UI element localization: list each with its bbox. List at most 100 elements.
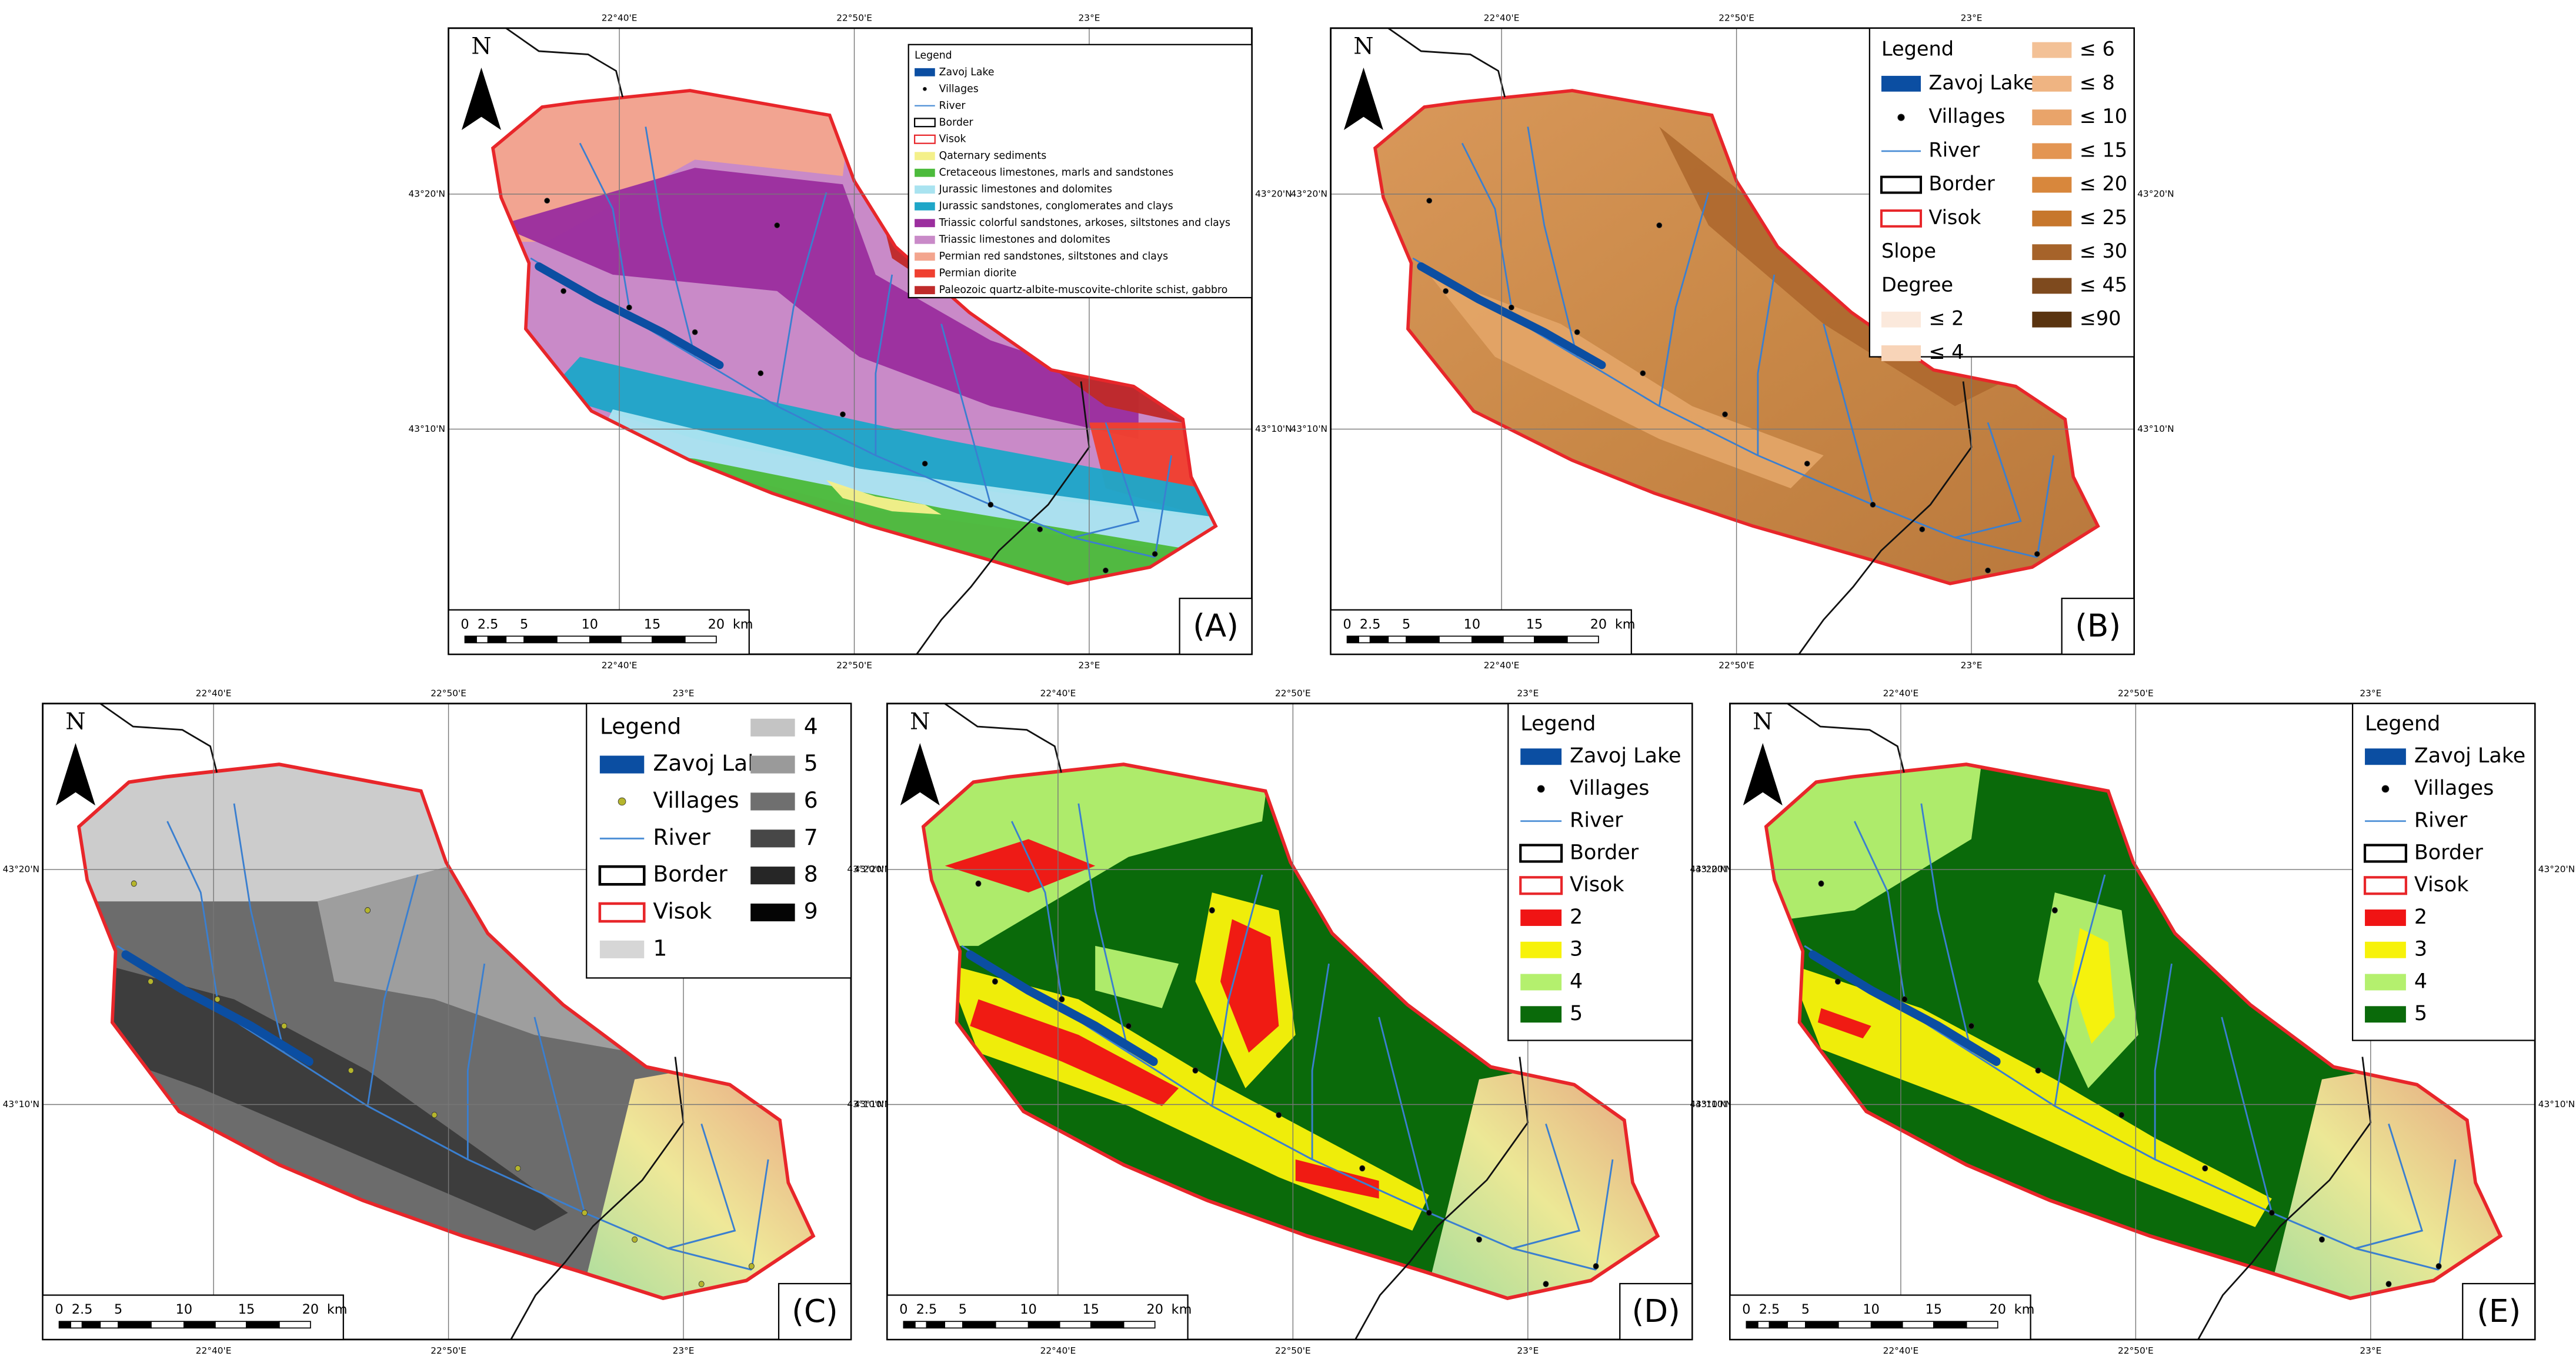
basin-group — [77, 762, 816, 1300]
lon-label: 23°E — [1079, 13, 1100, 24]
lon-label: 23°E — [673, 1345, 695, 1356]
river — [1311, 963, 1330, 1160]
legend-swatch — [1880, 209, 1923, 228]
map-zone — [547, 357, 1216, 521]
scale-segment — [215, 1321, 247, 1329]
village — [2318, 1236, 2325, 1243]
legend-swatch — [915, 235, 935, 244]
legend-swatch — [915, 68, 935, 76]
scale-label: 0 — [1343, 617, 1351, 632]
lon-label: 22°50'E — [2118, 688, 2154, 699]
river — [1595, 1159, 1614, 1270]
scale-box — [1729, 1294, 2031, 1341]
village — [431, 1111, 438, 1118]
legend-label: Border — [653, 861, 728, 887]
scale-box — [1330, 609, 1632, 655]
river — [1378, 1017, 1430, 1214]
legend-title: Legend — [915, 49, 952, 61]
legend-label: River — [653, 824, 710, 850]
village — [365, 907, 371, 914]
legend-label: ≤ 20 — [2080, 172, 2127, 195]
legend-label: 5 — [2414, 1002, 2427, 1025]
scale-label: 15 — [644, 617, 660, 632]
legend-swatch — [1881, 311, 1921, 328]
legend-swatch — [1520, 941, 1562, 958]
river — [1954, 422, 2022, 539]
legend-swatch — [1881, 345, 1921, 361]
scale-segment — [1534, 635, 1568, 644]
scale-label: 0 — [461, 617, 469, 632]
lon-label: 23°E — [2360, 688, 2381, 699]
legend-swatch — [915, 185, 935, 194]
village — [1722, 411, 1728, 418]
scale-label: 20 — [708, 617, 725, 632]
village — [774, 222, 780, 228]
scale-label: 15 — [238, 1302, 255, 1317]
panel-label-box — [2061, 598, 2135, 655]
lon-label: 22°50'E — [1719, 13, 1754, 24]
scale-label: 15 — [1526, 617, 1543, 632]
legend-label: 4 — [804, 713, 818, 739]
scale-segment — [1123, 1321, 1156, 1329]
map-zone — [970, 999, 1179, 1107]
village — [1276, 1111, 1282, 1118]
legend-label: ≤ 8 — [2080, 71, 2115, 94]
legend-label: Villages — [653, 787, 739, 813]
legend-title: Legend — [600, 713, 682, 739]
panel-label: (A) — [1193, 608, 1239, 644]
north-label: N — [1353, 33, 1373, 59]
village — [582, 1210, 588, 1216]
legend-swatch — [2032, 176, 2072, 193]
map-zone — [596, 409, 1216, 558]
legend-label: River — [1928, 138, 1980, 161]
lon-label: 22°40'E — [1484, 660, 1520, 671]
legend-label: Villages — [1570, 777, 1649, 800]
map-zone — [1817, 1008, 1871, 1039]
scale-segment — [1901, 1321, 1934, 1329]
lat-label: 43°20'N — [409, 188, 445, 199]
legend-swatch — [2381, 785, 2390, 793]
lat-label: 43°20'N — [1696, 864, 1732, 875]
scale-box — [886, 1294, 1189, 1341]
legend-swatch — [1897, 114, 1905, 121]
river — [1757, 274, 1776, 456]
village — [1476, 1236, 1482, 1243]
legend-label: Visok — [939, 134, 966, 145]
scale-segment — [1387, 635, 1407, 644]
legend-swatch — [2032, 244, 2072, 261]
legend-label: River — [2414, 809, 2468, 832]
lon-label: 22°40'E — [1040, 1345, 1076, 1356]
scale-label: km — [2014, 1302, 2035, 1317]
border — [1387, 28, 1506, 98]
river — [233, 803, 285, 1053]
river — [1461, 142, 1513, 308]
scale-label: 5 — [1402, 617, 1410, 632]
scale-label: 20 — [1590, 617, 1607, 632]
lon-label: 22°50'E — [836, 13, 872, 24]
panel-label: (D) — [1632, 1293, 1680, 1330]
map-panel: 22°40'E 22°40'E 22°50'E 22°50'E 23°E 23°E 43°2… — [3, 688, 891, 1356]
village — [1640, 370, 1646, 377]
village — [698, 1281, 705, 1287]
scale-label: km — [1615, 617, 1636, 632]
legend-swatch — [2363, 844, 2407, 863]
legend-swatch — [2032, 42, 2072, 58]
village — [2034, 551, 2040, 557]
legend-label: Permian diorite — [939, 268, 1017, 279]
legend: Legend Zavoj Lake Villages River Border Visok… — [1507, 702, 1693, 1041]
basin-outline — [1764, 762, 2503, 1300]
scale-label: 0 — [899, 1302, 907, 1317]
legend-label: 9 — [804, 898, 818, 924]
scale-segment — [915, 1321, 927, 1329]
legend-swatch — [2365, 909, 2406, 926]
scale-label: 20 — [1990, 1302, 2006, 1317]
village — [2051, 907, 2058, 914]
lon-label: 22°40'E — [1883, 1345, 1919, 1356]
scale-label: 15 — [1926, 1302, 1942, 1317]
lake — [1417, 262, 1606, 369]
legend-swatch — [1520, 1006, 1562, 1023]
map-zone — [493, 90, 859, 242]
scale-label: 2.5 — [1360, 617, 1381, 632]
border — [99, 703, 218, 773]
